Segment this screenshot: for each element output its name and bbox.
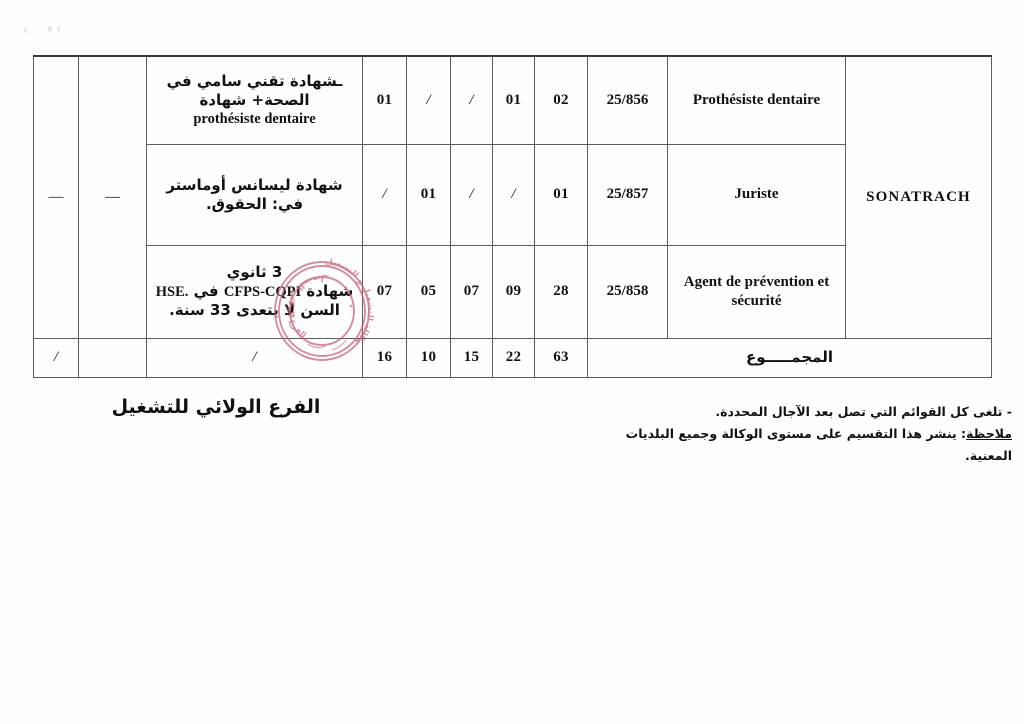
cell-total-n1: 16 (362, 337, 407, 378)
table-totals-row: / / 16 10 15 22 63 المجمـــــوع (33, 337, 992, 378)
cell-poste: Agent de prévention et sécurité (667, 244, 846, 339)
cell-n3: 07 (450, 244, 493, 339)
poste-line2: et sécurité (731, 273, 830, 309)
cell-total-left1: / (33, 337, 79, 378)
cell-code: 25/857 (587, 143, 668, 246)
cell-total-qualification: / (146, 337, 363, 378)
poste-line1: Agent de prévention (683, 273, 814, 290)
cell-total: 01 (534, 143, 588, 246)
cell-total-n4: 22 (492, 337, 535, 378)
cell-poste: Prothésiste dentaire (667, 55, 846, 145)
cell-n2: / (406, 55, 451, 145)
recruitment-table: — — ـشهادة تقني سامي في الصحة+ شهادة pro… (33, 55, 992, 378)
cell-n1: 01 (362, 55, 407, 145)
cell-poste: Juriste (667, 143, 846, 246)
footer-note-line1: - تلغى كل القوائم التي تصل بعد الآجال ال… (715, 404, 1012, 419)
cell-n1: / (362, 143, 407, 246)
table-row: شهادة ليسانس أوماستر في: الحقوق. / 01 / … (34, 143, 992, 246)
cell-n4: 09 (492, 244, 535, 339)
footer-note-body: : ينشر هذا التقسيم على مستوى الوكالة وجم… (625, 425, 1012, 463)
cell-code: 25/856 (587, 55, 668, 145)
scan-speck (48, 26, 52, 32)
cell-n3: / (450, 143, 493, 246)
cell-total-n2: 10 (406, 337, 451, 378)
footer-note-key: ملاحظة (966, 425, 1012, 441)
cell-total-left2 (78, 337, 147, 378)
footer-notes: - تلغى كل القوائم التي تصل بعد الآجال ال… (592, 401, 1012, 467)
qualification-arabic-line3: السن لا يتعدى 33 سنة. (169, 301, 340, 320)
qualification-arabic: شهادة ليسانس أوماستر في: الحقوق. (166, 175, 343, 213)
table-row: — — ـشهادة تقني سامي في الصحة+ شهادة pro… (33, 55, 992, 339)
cell-total-label: المجمـــــوع (587, 337, 992, 378)
cell-n2: 01 (406, 143, 451, 246)
cell-qualification: 3 ثانوي شهادة CFPS-CQPI في HSE. السن لا … (146, 244, 363, 339)
footer-signature: الفرع الولائي للتشغيل (111, 396, 321, 418)
cell-n4: / (492, 143, 535, 246)
cell-n4: 01 (492, 55, 535, 145)
qualification-line2-post: في (193, 281, 219, 300)
cell-code: 25/858 (587, 244, 668, 339)
cell-left1: — (33, 55, 79, 339)
cell-n2: 05 (406, 244, 451, 339)
scan-speck (24, 28, 27, 33)
qualification-arabic-line1: 3 ثانوي (226, 263, 283, 282)
cell-total-sum: 63 (534, 337, 588, 378)
cell-left2: — (78, 55, 147, 339)
qualification-line2-tail: HSE. (155, 283, 189, 300)
cell-n1: 07 (362, 244, 407, 339)
qualification-arabic-line2: شهادة CFPS-CQPI في HSE. (151, 282, 358, 301)
scan-speck (57, 26, 60, 32)
cell-qualification: ـشهادة تقني سامي في الصحة+ شهادة prothés… (146, 55, 363, 145)
cell-total: 28 (534, 244, 588, 339)
qualification-arabic: ـشهادة تقني سامي في الصحة+ شهادة (166, 72, 343, 110)
cell-total-n3: 15 (450, 337, 493, 378)
cell-qualification: شهادة ليسانس أوماستر في: الحقوق. (146, 143, 363, 246)
qualification-line2-latin: CFPS-CQPI (223, 283, 302, 300)
cell-organisme: SONATRACH (845, 55, 992, 339)
footer-note-line2: ملاحظة: ينشر هذا التقسيم على مستوى الوكا… (592, 423, 1012, 467)
cell-n3: / (450, 55, 493, 145)
cell-total: 02 (534, 55, 588, 145)
qualification-latin: prothésiste dentaire (193, 110, 316, 127)
qualification-line2-pre: شهادة (306, 281, 354, 300)
